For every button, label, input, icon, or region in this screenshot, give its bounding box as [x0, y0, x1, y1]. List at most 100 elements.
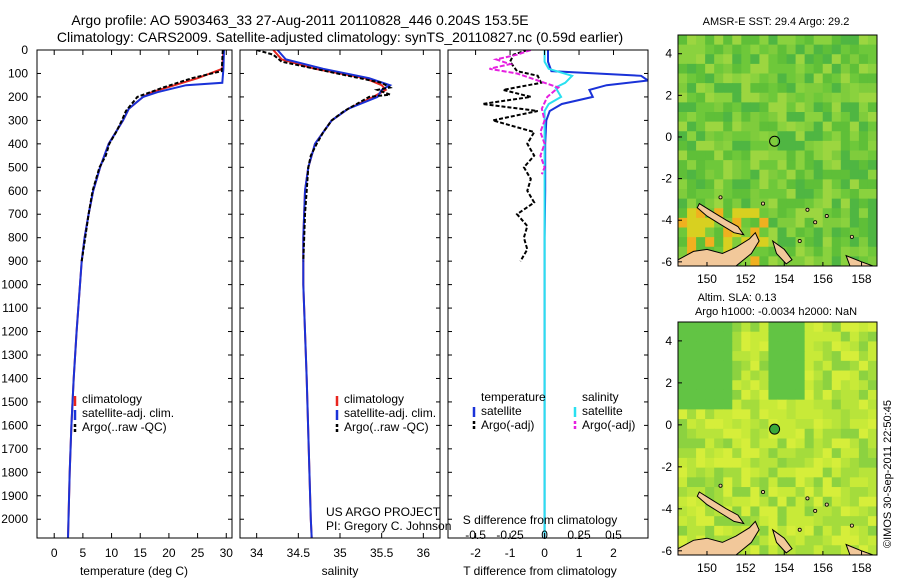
map-cell: [858, 516, 869, 527]
sla-map-field: [678, 322, 877, 555]
map-cell: [858, 83, 869, 94]
map-cell: [696, 102, 706, 113]
map-x-tick-label: 154: [774, 561, 794, 575]
map-cell: [813, 535, 824, 546]
map-cell: [840, 341, 851, 352]
map-cell: [714, 399, 724, 410]
map-cell: [777, 487, 788, 498]
map-cell: [777, 83, 788, 94]
map-cell: [750, 448, 761, 459]
map-cell: [849, 227, 860, 238]
map-cell: [750, 477, 761, 488]
map-cell: [732, 331, 742, 343]
map-cell: [795, 102, 806, 113]
map-cell: [714, 331, 724, 343]
map-cell: [786, 331, 797, 343]
map-cell: [696, 438, 706, 449]
y-tick-label: 200: [8, 90, 28, 104]
map-cell: [732, 322, 742, 333]
map-cell: [849, 341, 860, 352]
map-x-tick-label: 158: [852, 561, 872, 575]
x2-tick-label: -0.25: [496, 528, 524, 542]
map-cell: [840, 179, 851, 190]
map-cell: [759, 438, 770, 449]
x-tick-label: 0: [541, 546, 548, 560]
map-cell: [696, 360, 706, 372]
map-cell: [705, 360, 715, 372]
map-cell: [777, 92, 788, 103]
map-cell: [849, 35, 860, 46]
map-cell: [768, 198, 779, 209]
map-cell: [858, 487, 869, 498]
map-cell: [687, 73, 697, 84]
map-cell: [831, 256, 842, 266]
map-cell: [858, 341, 869, 352]
island: [797, 239, 802, 244]
map-cell: [768, 370, 779, 381]
y-tick-label: 400: [8, 137, 28, 151]
map-cell: [840, 246, 851, 257]
map-cell: [822, 380, 833, 391]
map-cell: [723, 370, 733, 381]
map-cell: [867, 83, 877, 94]
island: [797, 527, 802, 532]
map-cell: [867, 256, 877, 266]
map-cell: [786, 63, 797, 75]
map-cell: [705, 179, 715, 190]
map-x-tick-label: 152: [736, 561, 756, 575]
map-cell: [705, 409, 715, 420]
map-cell: [813, 496, 824, 508]
map-cell: [786, 399, 797, 410]
map-y-tick-label: 0: [665, 130, 672, 144]
map-cell: [777, 419, 788, 430]
map-cell: [777, 160, 788, 171]
map-cell: [804, 409, 815, 420]
map-cell: [822, 227, 833, 238]
difference-panel: -2 -1 0 1 2 -0.5 -0.25 0 0.25 0.5 S difference fr…: [447, 49, 649, 578]
map-cell: [750, 208, 761, 219]
map-cell: [813, 389, 824, 401]
map-cell: [804, 256, 815, 266]
map-cell: [795, 179, 806, 190]
map-cell: [777, 448, 788, 459]
map-cell: [705, 198, 715, 209]
map-cell: [804, 351, 815, 362]
series-satellite-adj-clim-: [276, 50, 393, 538]
map-cell: [867, 121, 877, 132]
map-cell: [795, 54, 806, 65]
map-cell: [696, 189, 706, 200]
map-cell: [714, 351, 724, 362]
map-cell: [705, 35, 715, 46]
map-x-tick-label: 156: [813, 561, 833, 575]
map-cell: [831, 73, 842, 84]
map-cell: [822, 198, 833, 209]
map-cell: [732, 237, 742, 248]
map-cell: [750, 506, 761, 517]
map-cell: [705, 160, 715, 171]
map-cell: [750, 535, 761, 546]
map-cell: [687, 370, 697, 381]
map-cell: [831, 44, 842, 55]
map-cell: [804, 341, 815, 352]
map-cell: [849, 131, 860, 142]
map-cell: [723, 351, 733, 362]
map-cell: [786, 370, 797, 381]
island: [824, 502, 829, 507]
map-cell: [750, 189, 761, 200]
map-cell: [858, 140, 869, 152]
map-cell: [723, 198, 733, 209]
map-cell: [849, 496, 860, 508]
map-cell: [678, 44, 688, 55]
map-cell: [741, 131, 751, 142]
map-cell: [723, 150, 733, 161]
map-cell: [858, 112, 869, 123]
map-cell: [732, 35, 742, 46]
map-cell: [732, 389, 742, 401]
map-cell: [741, 169, 751, 180]
map-cell: [741, 428, 751, 440]
map-cell: [795, 189, 806, 200]
map-cell: [750, 198, 761, 209]
temperature-panel: 0 5 10 15 20 25 300100200300400500600700800900…: [1, 43, 233, 578]
map-cell: [732, 63, 742, 75]
map-cell: [831, 380, 842, 391]
